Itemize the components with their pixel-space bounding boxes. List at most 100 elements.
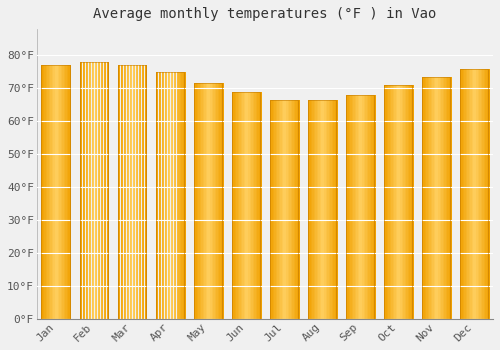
Bar (481, 69, 482, 319)
Bar (62, 65, 64, 319)
Bar (277, 100, 278, 319)
Bar (470, 69, 472, 319)
Bar (206, 83, 207, 319)
Bar (178, 72, 180, 319)
Bar (426, 77, 428, 319)
Bar (118, 65, 119, 319)
Bar (286, 100, 288, 319)
Bar (137, 65, 138, 319)
Bar (252, 92, 254, 319)
Bar (324, 100, 326, 319)
Bar (385, 85, 386, 319)
Bar (132, 65, 134, 319)
Bar (52, 65, 54, 319)
Bar (96, 62, 98, 319)
Bar (394, 85, 396, 319)
Bar (294, 100, 295, 319)
Bar (232, 92, 260, 319)
Bar (315, 100, 316, 319)
Bar (170, 72, 172, 319)
Bar (374, 95, 376, 319)
Bar (46, 65, 48, 319)
Bar (144, 65, 146, 319)
Bar (238, 92, 239, 319)
Bar (366, 95, 368, 319)
Bar (295, 100, 296, 319)
Bar (125, 65, 126, 319)
Bar (371, 95, 372, 319)
Bar (92, 62, 93, 319)
Bar (198, 83, 200, 319)
Bar (64, 65, 66, 319)
Bar (422, 77, 423, 319)
Bar (257, 92, 258, 319)
Bar (318, 100, 320, 319)
Bar (66, 65, 67, 319)
Bar (348, 95, 350, 319)
Bar (364, 95, 365, 319)
Bar (484, 69, 485, 319)
Bar (280, 100, 281, 319)
Bar (466, 69, 467, 319)
Bar (289, 100, 290, 319)
Bar (412, 85, 414, 319)
Bar (472, 69, 473, 319)
Bar (283, 100, 284, 319)
Bar (398, 85, 400, 319)
Bar (365, 95, 366, 319)
Bar (250, 92, 251, 319)
Bar (290, 100, 292, 319)
Bar (336, 100, 338, 319)
Bar (360, 95, 362, 319)
Bar (450, 77, 452, 319)
Bar (428, 77, 429, 319)
Bar (328, 100, 330, 319)
Bar (219, 83, 220, 319)
Bar (82, 62, 84, 319)
Bar (443, 77, 444, 319)
Bar (175, 72, 176, 319)
Bar (163, 72, 164, 319)
Bar (296, 100, 298, 319)
Bar (239, 92, 240, 319)
Bar (126, 65, 128, 319)
Bar (120, 65, 122, 319)
Bar (81, 62, 82, 319)
Bar (409, 85, 410, 319)
Bar (160, 72, 162, 319)
Bar (309, 100, 310, 319)
Bar (274, 100, 276, 319)
Bar (276, 100, 277, 319)
Bar (195, 83, 196, 319)
Bar (308, 100, 336, 319)
Bar (102, 62, 104, 319)
Bar (271, 100, 272, 319)
Bar (180, 72, 181, 319)
Bar (216, 83, 218, 319)
Bar (122, 65, 124, 319)
Bar (86, 62, 87, 319)
Bar (282, 100, 283, 319)
Bar (207, 83, 208, 319)
Bar (320, 100, 321, 319)
Bar (251, 92, 252, 319)
Bar (194, 83, 222, 319)
Bar (99, 62, 100, 319)
Bar (422, 77, 450, 319)
Bar (234, 92, 236, 319)
Bar (308, 100, 309, 319)
Bar (350, 95, 352, 319)
Bar (410, 85, 412, 319)
Bar (80, 62, 108, 319)
Bar (208, 83, 210, 319)
Bar (233, 92, 234, 319)
Bar (222, 83, 224, 319)
Bar (256, 92, 257, 319)
Bar (168, 72, 169, 319)
Bar (172, 72, 174, 319)
Bar (44, 65, 46, 319)
Bar (431, 77, 432, 319)
Bar (196, 83, 198, 319)
Bar (390, 85, 391, 319)
Bar (100, 62, 102, 319)
